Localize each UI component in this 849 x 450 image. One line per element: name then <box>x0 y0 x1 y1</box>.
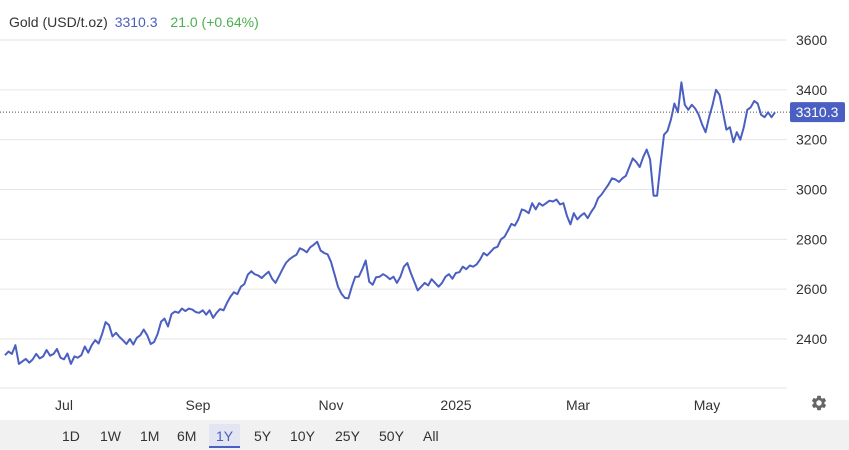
x-tick-label: Nov <box>319 397 344 413</box>
last-price-tag-label: 3310.3 <box>796 104 839 120</box>
current-price: 3310.3 <box>114 14 158 30</box>
range-button-1w[interactable]: 1W <box>100 428 121 444</box>
y-tick-label: 3600 <box>796 32 827 48</box>
instrument-name: Gold (USD/t.oz) <box>9 14 108 30</box>
y-tick-label: 3000 <box>796 182 827 198</box>
range-button-1m[interactable]: 1M <box>140 428 160 444</box>
y-tick-label: 2800 <box>796 231 827 247</box>
price-change: 21.0 (+0.64%) <box>170 14 259 30</box>
range-selector: 1D 1W 1M 6M 1Y 5Y 10Y 25Y 50Y All <box>0 420 849 450</box>
price-series-line <box>4 81 776 365</box>
x-tick-label: May <box>694 397 720 413</box>
x-tick-label: Sep <box>186 397 211 413</box>
gear-icon[interactable] <box>810 394 828 412</box>
x-tick-label: Mar <box>566 397 590 413</box>
range-button-1d[interactable]: 1D <box>62 428 80 444</box>
y-axis: 2400 2600 2800 3000 3200 3400 3600 <box>796 32 827 347</box>
range-button-all[interactable]: All <box>423 428 439 444</box>
range-button-5y[interactable]: 5Y <box>254 428 272 444</box>
x-tick-label: 2025 <box>440 397 471 413</box>
y-tick-label: 2400 <box>796 331 827 347</box>
price-chart[interactable]: 2400 2600 2800 3000 3200 3400 3600 Jul Sep Nov 20… <box>0 0 849 420</box>
x-axis: Jul Sep Nov 2025 Mar May <box>55 397 720 413</box>
grid-lines <box>0 39 787 389</box>
y-tick-label: 3400 <box>796 82 827 98</box>
y-tick-label: 2600 <box>796 281 827 297</box>
last-price-tag-background <box>790 102 845 123</box>
y-tick-label: 3200 <box>796 132 827 148</box>
range-button-6m[interactable]: 6M <box>177 428 197 444</box>
chart-header: Gold (USD/t.oz) 3310.3 21.0 (+0.64%) <box>9 13 259 31</box>
x-tick-label: Jul <box>55 397 73 413</box>
range-button-50y[interactable]: 50Y <box>379 428 404 444</box>
range-button-1y[interactable]: 1Y <box>209 424 241 448</box>
range-button-10y[interactable]: 10Y <box>290 428 315 444</box>
last-price-tag: 3310.3 <box>790 102 845 123</box>
range-button-25y[interactable]: 25Y <box>335 428 360 444</box>
